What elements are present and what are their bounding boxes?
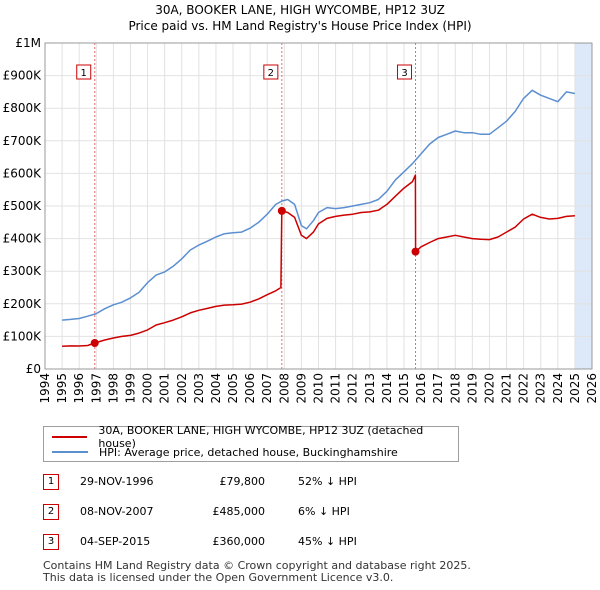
legend-swatch-property [52,436,88,438]
x-tick-label: 2012 [346,373,360,404]
series-line [62,89,576,321]
y-tick-label: £300K [3,264,43,278]
footer-attribution: Contains HM Land Registry data © Crown c… [43,560,471,584]
y-tick-label: £600K [3,166,43,180]
x-tick-label: 2024 [551,373,565,404]
sale-marker-box [263,64,279,80]
sale-marker-box [76,64,92,80]
x-tick-label: 2020 [482,373,496,404]
sale-price: £79,800 [219,475,266,488]
sale-point [277,206,286,215]
y-tick-label: £400K [3,232,43,246]
sale-marker-box [397,64,413,80]
sale-marker-label: 3 [401,68,407,79]
x-tick-label: 2005 [226,373,240,404]
x-tick-label: 2003 [192,373,206,404]
sale-price: £360,000 [212,535,266,548]
x-tick-label: 2025 [568,373,582,404]
plot-frame [44,42,593,370]
x-tick-label: 2011 [329,373,343,404]
sale-number-badge: 2 [43,504,59,520]
sale-price: £485,000 [212,505,266,518]
legend-item-hpi: HPI: Average price, detached house, Buck… [52,445,398,459]
x-tick-label: 2010 [312,373,326,404]
x-tick-label: 2021 [500,373,514,404]
y-tick-label: £800K [3,101,43,115]
x-tick-label: 1997 [89,373,103,404]
x-tick-label: 1996 [72,373,86,404]
x-tick-label: 2007 [260,373,274,404]
x-tick-label: 1999 [123,373,137,404]
x-tick-label: 2001 [158,373,172,404]
x-tick-label: 2016 [414,373,428,404]
sale-hpi-diff: 6% ↓ HPI [298,505,350,518]
legend-swatch-hpi [52,451,88,453]
x-tick-label: 2014 [380,373,394,404]
legend-item-property: 30A, BOOKER LANE, HIGH WYCOMBE, HP12 3UZ… [52,424,458,450]
x-tick-label: 2008 [277,373,291,404]
sale-point [90,338,99,347]
sale-number-badge: 3 [43,534,59,550]
sale-date: 04-SEP-2015 [80,535,151,548]
sale-date: 08-NOV-2007 [80,505,154,518]
x-tick-label: 2018 [448,373,462,404]
sale-row: 1 29-NOV-1996 £79,800 52% ↓ HPI [43,474,373,504]
legend-label-property: 30A, BOOKER LANE, HIGH WYCOMBE, HP12 3UZ… [98,424,424,450]
x-tick-label: 1994 [38,373,52,404]
footer-line: Contains HM Land Registry data © Crown c… [43,559,471,572]
x-tick-label: 2019 [465,373,479,404]
legend-label-hpi: HPI: Average price, detached house, Buck… [99,445,398,459]
y-tick-label: £100K [3,329,43,343]
chart-subtitle: Price paid vs. HM Land Registry's House … [128,19,471,33]
y-tick-label: £200K [3,297,43,311]
x-tick-label: 2023 [534,373,548,404]
x-tick-label: 2013 [363,373,377,404]
y-tick-label: £0 [26,362,41,376]
chart-title: 30A, BOOKER LANE, HIGH WYCOMBE, HP12 3UZ [155,3,445,17]
y-tick-label: £900K [3,69,43,83]
x-tick-label: 2022 [517,373,531,404]
x-tick-label: 2017 [431,373,445,404]
chart-legend: 30A, BOOKER LANE, HIGH WYCOMBE, HP12 3UZ… [43,424,459,462]
x-tick-label: 1998 [106,373,120,404]
sale-marker-label: 1 [81,68,87,79]
sale-row: 2 08-NOV-2007 £485,000 6% ↓ HPI [43,504,373,534]
footer-line: This data is licensed under the Open Gov… [43,571,394,584]
x-tick-label: 2002 [175,373,189,404]
x-tick-label: 2000 [141,373,155,404]
sales-table: 1 29-NOV-1996 £79,800 52% ↓ HPI 2 08-NOV… [43,474,373,564]
x-tick-label: 2006 [243,373,257,404]
sale-date: 29-NOV-1996 [80,475,154,488]
sale-hpi-diff: 52% ↓ HPI [298,475,357,488]
x-tick-label: 2015 [397,373,411,404]
y-tick-label: £700K [3,134,43,148]
sale-row: 3 04-SEP-2015 £360,000 45% ↓ HPI [43,534,373,564]
sale-hpi-diff: 45% ↓ HPI [298,535,357,548]
price-chart: 30A, BOOKER LANE, HIGH WYCOMBE, HP12 3UZ… [3,3,599,404]
x-tick-label: 1995 [55,373,69,404]
x-tick-label: 2026 [585,373,599,404]
y-tick-label: £500K [3,199,43,213]
x-tick-label: 2004 [209,373,223,404]
y-tick-label: £1M [15,36,41,50]
x-tick-label: 2009 [294,373,308,404]
series-line [62,174,575,347]
sale-number-badge: 1 [43,474,59,490]
sale-point [411,247,420,256]
sale-marker-label: 2 [268,68,274,79]
